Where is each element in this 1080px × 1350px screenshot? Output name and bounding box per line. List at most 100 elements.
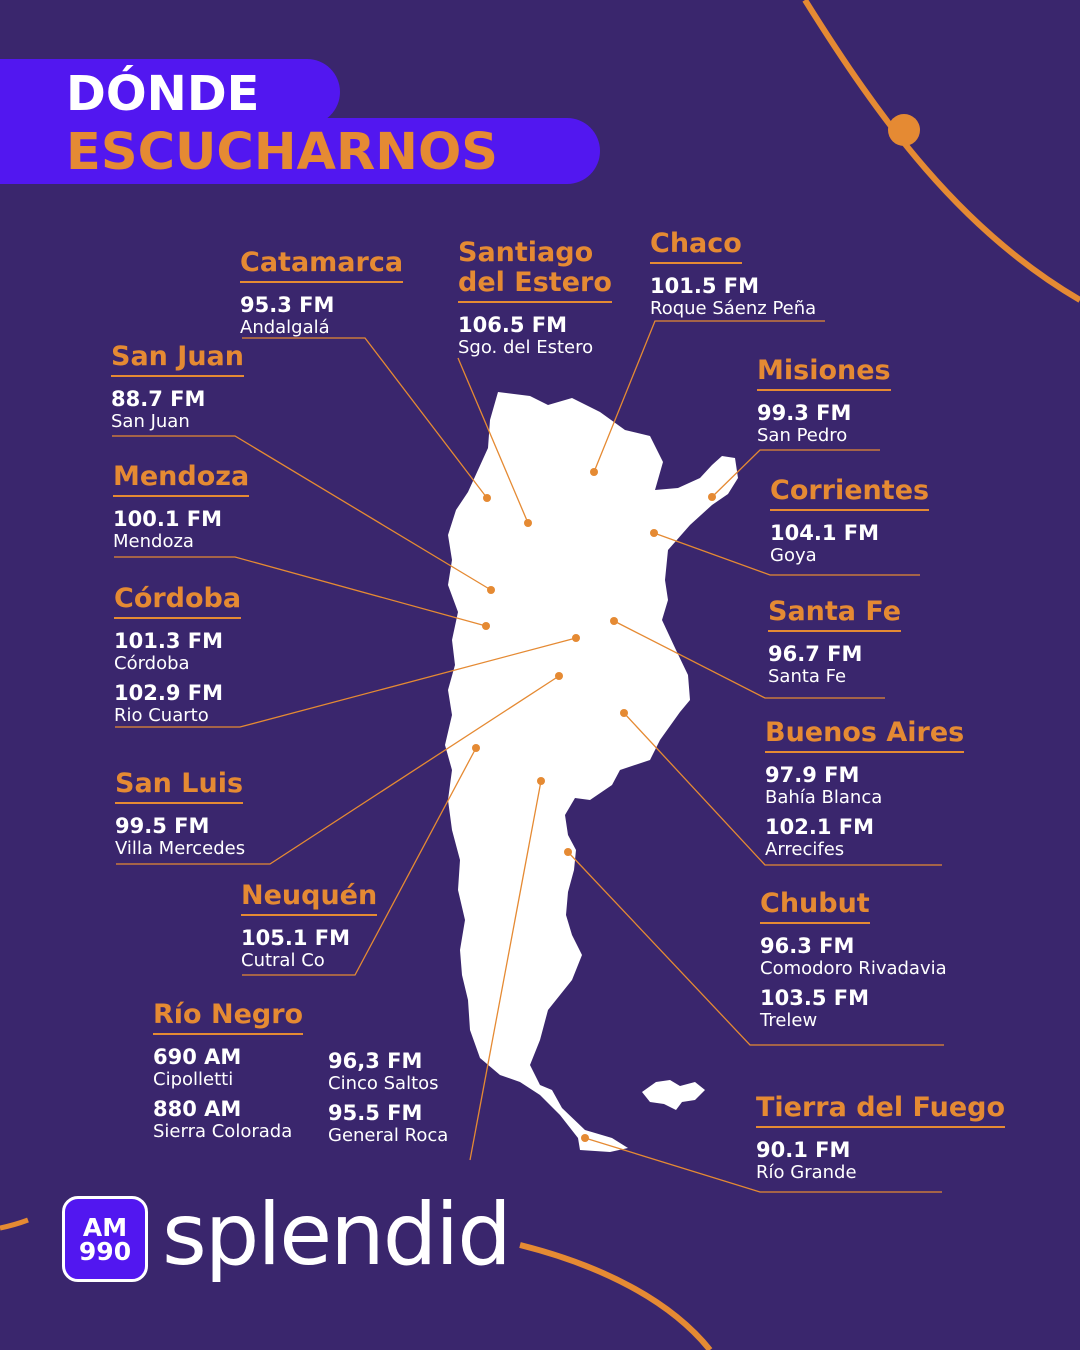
province-name: Chaco [650, 229, 742, 264]
dot-cordoba [572, 634, 580, 642]
decorative-arc-top [802, 0, 1080, 303]
station-frequency: 88.7 FM [111, 387, 206, 411]
province-buenos-aires: Buenos Aires 97.9 FM Bahía Blanca 102.1 … [765, 718, 965, 867]
badge-line-1: AM [82, 1213, 128, 1242]
province-name: Córdoba [114, 584, 242, 619]
dot-misiones [708, 493, 716, 501]
province-name: Misiones [757, 356, 891, 391]
station-frequency: 95.5 FM [328, 1101, 423, 1125]
leader-santa-fe [613, 620, 885, 699]
dot-santiago [524, 519, 532, 527]
station-city: Cipolletti [153, 1069, 234, 1090]
dot-catamarca [483, 494, 491, 502]
station-frequency: 95.3 FM [240, 293, 335, 317]
station-frequency: 101.3 FM [114, 629, 223, 653]
title-line-2: ESCUCHARNOS [66, 123, 499, 182]
province-chubut: Chubut 96.3 FM Comodoro Rivadavia 103.5 … [760, 889, 947, 1038]
province-chaco: Chaco 101.5 FM Roque Sáenz Peña [650, 229, 816, 326]
leader-catamarca [242, 337, 488, 499]
dot-san-juan [487, 586, 495, 594]
province-name: Mendoza [113, 462, 250, 497]
leader-santiago [457, 357, 529, 524]
am990-badge: AM 990 [62, 1196, 148, 1282]
province-san-luis: San Luis 99.5 FM Villa Mercedes [115, 769, 245, 866]
station-city: Roque Sáenz Peña [650, 298, 817, 319]
dot-san-luis [555, 672, 563, 680]
station-city: Cinco Saltos [328, 1073, 439, 1094]
dot-mendoza [482, 622, 490, 630]
decorative-arc-bottom [519, 1242, 713, 1350]
station-city: San Pedro [757, 425, 848, 446]
station-city: Mendoza [113, 531, 194, 552]
station-frequency: 96.7 FM [768, 642, 863, 666]
province-name: Río Negro [153, 1000, 304, 1035]
province-santa-fe: Santa Fe 96.7 FM Santa Fe [768, 597, 902, 694]
title-band-2 [0, 118, 600, 184]
station-dots [472, 468, 716, 1142]
station-frequency: 99.3 FM [757, 401, 852, 425]
title-band-1 [0, 59, 340, 125]
station-city: Sierra Colorada [153, 1121, 293, 1142]
station-frequency: 96.3 FM [760, 934, 855, 958]
province-catamarca: Catamarca 95.3 FM Andalgalá [240, 248, 404, 345]
station-frequency: 104.1 FM [770, 521, 879, 545]
leader-cordoba [115, 637, 577, 728]
province-corrientes: Corrientes 104.1 FM Goya [770, 476, 930, 573]
province-name: Neuquén [241, 881, 378, 916]
province-rio-negro: Río Negro 690 AM Cipolletti 880 AM Sierr… [153, 1000, 304, 1149]
station-frequency: 97.9 FM [765, 763, 860, 787]
argentina-map [445, 392, 738, 1152]
station-city: Sgo. del Estero [458, 337, 594, 358]
station-frequency: 102.9 FM [114, 681, 223, 705]
station-city: Córdoba [114, 653, 190, 674]
leader-chaco [593, 320, 825, 473]
decorative-dot [888, 114, 920, 146]
dot-chaco [590, 468, 598, 476]
dot-tierra-del-fuego [581, 1134, 589, 1142]
station-frequency: 103.5 FM [760, 986, 869, 1010]
station-frequency: 106.5 FM [458, 313, 567, 337]
station-city: Santa Fe [768, 666, 847, 687]
province-name: Buenos Aires [765, 718, 965, 753]
station-frequency: 105.1 FM [241, 926, 350, 950]
province-name: Santiago del Estero [458, 238, 612, 303]
dot-buenos-aires [620, 709, 628, 717]
badge-line-2: 990 [78, 1237, 132, 1266]
dot-chubut [564, 848, 572, 856]
station-city: Rio Cuarto [114, 705, 209, 726]
station-city: Andalgalá [240, 317, 330, 338]
leader-tierra-del-fuego [584, 1137, 942, 1193]
leader-san-juan [112, 435, 492, 591]
province-name: Chubut [760, 889, 870, 924]
province-name: Corrientes [770, 476, 930, 511]
leader-corrientes [653, 532, 920, 576]
station-city: Cutral Co [241, 950, 325, 971]
station-city: Bahía Blanca [765, 787, 883, 808]
province-misiones: Misiones 99.3 FM San Pedro [757, 356, 891, 453]
dot-neuquen [472, 744, 480, 752]
province-name: San Luis [115, 769, 244, 804]
province-name: San Juan [111, 342, 244, 377]
province-rio-negro-column-2: 96,3 FM Cinco Saltos 95.5 FM General Roc… [328, 1049, 448, 1153]
province-cordoba: Córdoba 101.3 FM Córdoba 102.9 FM Rio Cu… [114, 584, 242, 733]
province-name: Tierra del Fuego [756, 1093, 1006, 1128]
leader-buenos-aires [623, 712, 942, 866]
station-city: Trelew [760, 1010, 818, 1031]
malvinas-islands [642, 1080, 705, 1110]
station-frequency: 102.1 FM [765, 815, 874, 839]
province-name-line-2: del Estero [458, 267, 612, 298]
province-name: Catamarca [240, 248, 404, 283]
province-tierra-del-fuego: Tierra del Fuego 90.1 FM Río Grande [756, 1093, 1006, 1190]
leader-san-luis [116, 675, 560, 865]
station-city: Río Grande [756, 1162, 857, 1183]
leader-lines [112, 320, 944, 1193]
province-san-juan: San Juan 88.7 FM San Juan [111, 342, 244, 439]
province-name: Santa Fe [768, 597, 902, 632]
province-neuquen: Neuquén 105.1 FM Cutral Co [241, 881, 378, 978]
station-frequency: 99.5 FM [115, 814, 210, 838]
station-frequency: 690 AM [153, 1045, 242, 1069]
leader-mendoza [114, 556, 487, 627]
leader-neuquen [242, 747, 477, 976]
